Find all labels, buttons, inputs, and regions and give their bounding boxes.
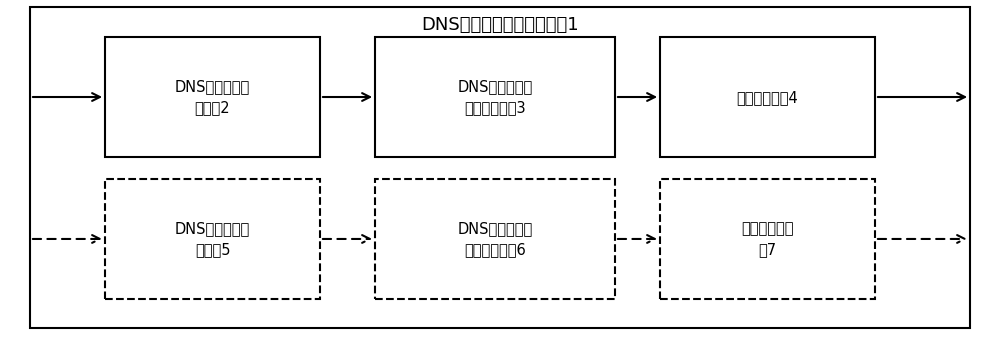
Text: DNS反射放大攻击检测装置1: DNS反射放大攻击检测装置1 bbox=[421, 16, 579, 34]
Text: DNS应答报文解
析和统计模块3: DNS应答报文解 析和统计模块3 bbox=[457, 79, 533, 115]
Bar bbox=[105, 37, 320, 157]
Text: DNS查询报文接
收模块5: DNS查询报文接 收模块5 bbox=[175, 221, 250, 257]
Bar bbox=[660, 37, 875, 157]
Bar bbox=[375, 179, 615, 299]
Text: 统计值输出模
块7: 统计值输出模 块7 bbox=[741, 221, 794, 257]
Bar bbox=[375, 37, 615, 157]
Text: DNS应答报文接
收模块2: DNS应答报文接 收模块2 bbox=[175, 79, 250, 115]
Bar bbox=[105, 179, 320, 299]
Text: 攻击告警模块4: 攻击告警模块4 bbox=[737, 90, 798, 105]
Text: DNS查询报文解
析和统计模块6: DNS查询报文解 析和统计模块6 bbox=[457, 221, 533, 257]
Bar bbox=[660, 179, 875, 299]
